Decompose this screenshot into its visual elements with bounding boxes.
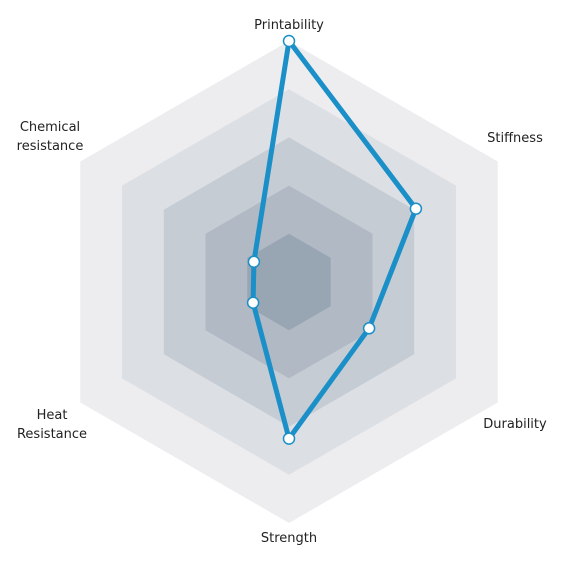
- axis-label-printability: Printability: [254, 18, 324, 33]
- grid-ring-1: [247, 233, 331, 331]
- axis-label-durability: Durability: [483, 417, 547, 432]
- axis-label-heat-resistance: Heat Resistance: [17, 408, 87, 442]
- data-point-durability: [362, 322, 376, 335]
- radar-grid: [80, 41, 498, 523]
- data-point-chemical-resistance: [247, 255, 261, 269]
- data-point-stiffness: [409, 202, 423, 215]
- axis-label-stiffness: Stiffness: [487, 131, 543, 146]
- data-point-printability: [282, 34, 296, 48]
- axis-label-chemical-resistance: Chemical resistance: [17, 120, 84, 154]
- data-point-strength: [282, 432, 296, 445]
- axis-labels: Printability Stiffness Durability Strength H…: [17, 18, 547, 546]
- axis-label-strength: Strength: [261, 531, 317, 546]
- data-point-heat-resistance: [246, 296, 260, 309]
- data-series: [246, 34, 423, 445]
